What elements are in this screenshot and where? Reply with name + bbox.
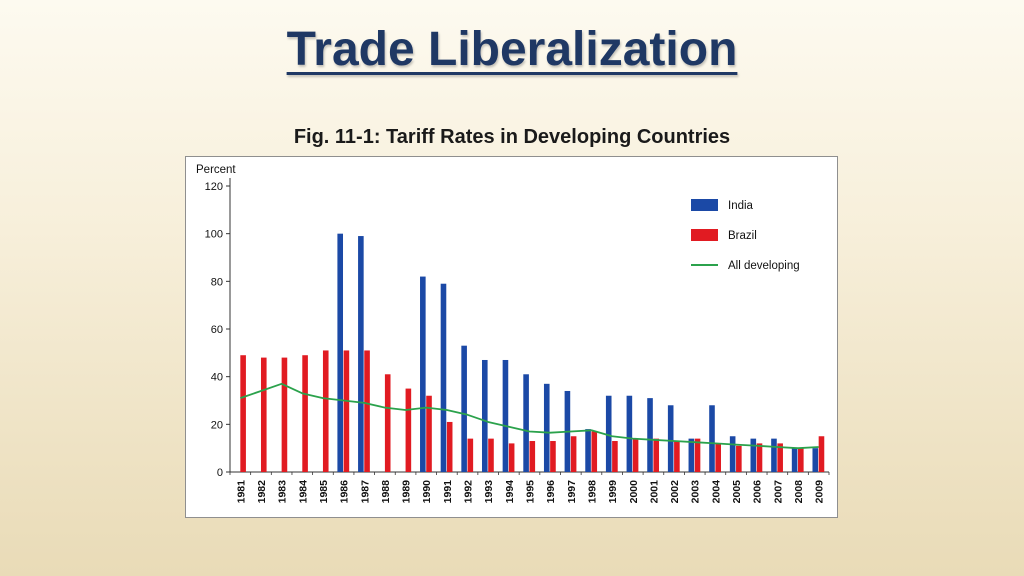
bar-brazil	[302, 355, 308, 472]
x-tick-label: 2002	[669, 480, 681, 504]
bar-brazil	[488, 438, 494, 472]
bar-brazil	[446, 421, 453, 472]
bar-india	[667, 405, 674, 472]
x-tick-label: 2003	[690, 480, 702, 504]
bar-brazil	[715, 443, 721, 472]
bar-india	[771, 438, 777, 472]
x-tick-label: 1995	[525, 480, 537, 504]
bar-brazil	[756, 443, 763, 472]
chart-panel: Percent 0 20 40 60 80 100 120 1981 1982 1983 1984 19…	[185, 156, 838, 518]
bar-brazil	[674, 441, 680, 472]
y-tick-label: 100	[205, 229, 223, 241]
x-tick-label: 2008	[793, 480, 805, 504]
bar-india	[709, 405, 715, 472]
bar-india	[688, 438, 695, 472]
bar-india	[647, 398, 653, 472]
bar-brazil	[281, 357, 288, 472]
bar-brazil	[591, 431, 598, 472]
x-tick-label: 1999	[607, 480, 619, 504]
legend-swatch-india	[691, 199, 718, 211]
bar-brazil	[632, 438, 639, 472]
y-tick-label: 120	[205, 181, 223, 193]
bar-brazil	[736, 445, 742, 472]
x-tick-label: 2001	[648, 480, 660, 504]
x-tick-label: 2005	[731, 480, 743, 504]
bar-brazil	[240, 355, 246, 472]
bar-india	[461, 345, 467, 472]
x-tick-label: 1982	[256, 480, 268, 504]
x-tick-label: 1988	[380, 480, 392, 504]
bar-india	[523, 374, 529, 472]
bar-india	[791, 448, 798, 472]
x-tick-label: 1991	[442, 480, 454, 504]
y-tick-label: 40	[211, 372, 223, 384]
bar-brazil	[612, 441, 618, 472]
bar-india	[440, 283, 447, 472]
bar-brazil	[777, 443, 783, 472]
bar-india	[420, 276, 426, 472]
legend-label-all-developing: All developing	[728, 260, 800, 272]
bar-india	[605, 395, 612, 472]
y-tick-label: 60	[211, 324, 223, 336]
bar-india	[502, 359, 509, 472]
bar-brazil	[260, 357, 267, 472]
bar-india	[729, 436, 736, 472]
legend-swatch-brazil	[691, 229, 718, 241]
x-tick-label: 1998	[586, 480, 598, 504]
bar-brazil	[384, 374, 391, 472]
y-tick-label: 0	[217, 467, 223, 479]
x-tick-label: 1986	[339, 480, 351, 504]
x-tick-label: 1983	[277, 480, 289, 504]
bar-brazil	[694, 438, 701, 472]
bar-india	[543, 383, 550, 472]
x-tick-label: 2004	[710, 480, 722, 504]
x-tick-label: 1990	[421, 480, 433, 504]
bar-brazil	[508, 443, 515, 472]
bar-india	[481, 359, 488, 472]
slide-title: Trade Liberalization	[286, 23, 738, 76]
y-tick-label: 80	[211, 276, 223, 288]
x-tick-label: 2009	[814, 480, 826, 504]
bar-brazil	[426, 395, 432, 472]
bar-india	[812, 448, 819, 472]
bar-brazil	[570, 436, 577, 472]
x-tick-label: 2007	[772, 480, 784, 504]
bar-brazil	[343, 350, 350, 472]
x-tick-label: 1985	[318, 480, 330, 504]
legend-label-india: India	[728, 200, 754, 212]
y-tick-label: 20	[211, 419, 223, 431]
x-tick-label: 1994	[504, 480, 516, 504]
x-tick-label: 1993	[483, 480, 495, 504]
bar-brazil	[818, 436, 825, 472]
x-tick-label: 1984	[297, 480, 309, 504]
x-tick-label: 1989	[401, 480, 413, 504]
legend-label-brazil: Brazil	[728, 230, 757, 242]
x-tick-label: 2000	[628, 480, 640, 504]
line-all-developing	[240, 382, 819, 450]
figure-caption: Fig. 11-1: Tariff Rates in Developing Co…	[293, 126, 731, 148]
bar-brazil	[529, 441, 536, 472]
x-tick-label: 1992	[463, 480, 475, 504]
bar-india	[750, 438, 757, 472]
bar-brazil	[322, 350, 329, 472]
x-tick-label: 1996	[545, 480, 557, 504]
bar-brazil	[550, 441, 556, 472]
y-axis-unit-label: Percent	[196, 164, 236, 176]
bar-brazil	[467, 438, 474, 472]
bar-india	[626, 395, 633, 472]
bar-brazil	[364, 350, 370, 472]
tariff-rates-chart: Percent 0 20 40 60 80 100 120 1981 1982 1983 1984 19…	[196, 164, 830, 504]
bar-india	[337, 233, 344, 472]
x-tick-label: 2006	[752, 480, 764, 504]
x-tick-label: 1997	[566, 480, 578, 504]
bar-brazil	[798, 448, 804, 472]
x-tick-label: 1987	[359, 480, 371, 504]
bar-india	[358, 236, 364, 472]
x-tick-label: 1981	[235, 480, 247, 504]
bar-brazil	[653, 438, 660, 472]
bar-brazil	[405, 388, 412, 472]
bar-india	[585, 429, 591, 472]
